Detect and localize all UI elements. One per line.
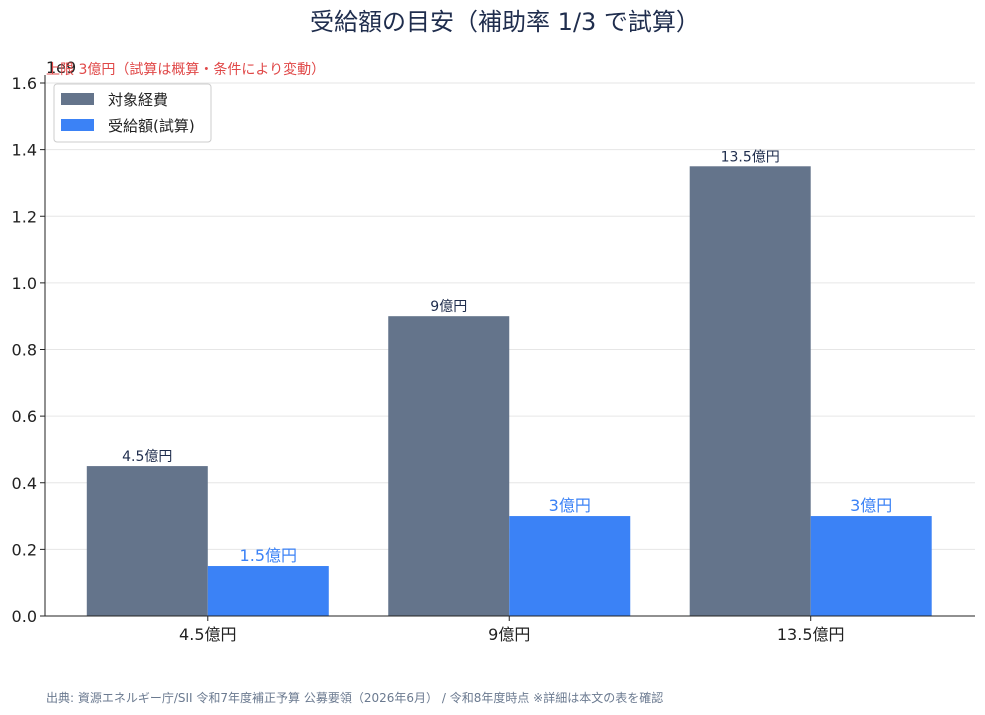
legend-label-grant: 受給額(試算) [108, 117, 195, 135]
data-label: 13.5億円 [721, 149, 780, 165]
x-axis-ticks: 4.5億円 9億円 13.5億円 [179, 616, 845, 644]
x-tick-label: 13.5億円 [777, 625, 845, 644]
y-tick-label: 1.2 [12, 207, 37, 226]
bar-cost [689, 166, 811, 616]
data-label: 3億円 [549, 496, 591, 515]
data-label: 1.5億円 [240, 546, 297, 565]
bar-grant [207, 566, 329, 616]
y-tick-label: 0.0 [12, 607, 37, 626]
data-label: 3億円 [850, 496, 892, 515]
x-tick-label: 9億円 [488, 625, 530, 644]
bars: 4.5億円 1.5億円 9億円 3億円 13.5億円 3億円 [86, 149, 932, 616]
bar-cost [86, 466, 208, 616]
data-label: 4.5億円 [122, 449, 172, 465]
y-tick-label: 1.4 [12, 141, 37, 160]
legend-swatch-grant [61, 119, 94, 131]
legend-swatch-cost [61, 93, 94, 105]
y-tick-label: 0.2 [12, 540, 37, 559]
y-axis-ticks: 0.0 0.2 0.4 0.6 0.8 1.0 1.2 1.4 1.6 [12, 74, 45, 626]
bar-grant [810, 516, 932, 616]
legend: 対象経費 受給額(試算) [53, 83, 212, 143]
chart-title: 受給額の目安（補助率 1/3 で試算） [310, 8, 700, 36]
source-note: 出典: 資源エネルギー庁/SII 令和7年度補正予算 公募要領（2026年6月）… [46, 690, 663, 705]
y-tick-label: 1.0 [12, 274, 37, 293]
cap-annotation: 上限 3億円（試算は概算・条件により変動） [46, 61, 325, 78]
bar-cost [388, 316, 510, 616]
data-label: 9億円 [430, 299, 467, 315]
y-tick-label: 0.4 [12, 474, 37, 493]
y-tick-label: 1.6 [12, 74, 37, 93]
bar-grant [509, 516, 631, 616]
y-axis-offset-label: 1e9 [46, 58, 76, 77]
legend-label-cost: 対象経費 [108, 91, 168, 109]
x-tick-label: 4.5億円 [179, 625, 236, 644]
y-tick-label: 0.6 [12, 407, 37, 426]
y-tick-label: 0.8 [12, 341, 37, 360]
